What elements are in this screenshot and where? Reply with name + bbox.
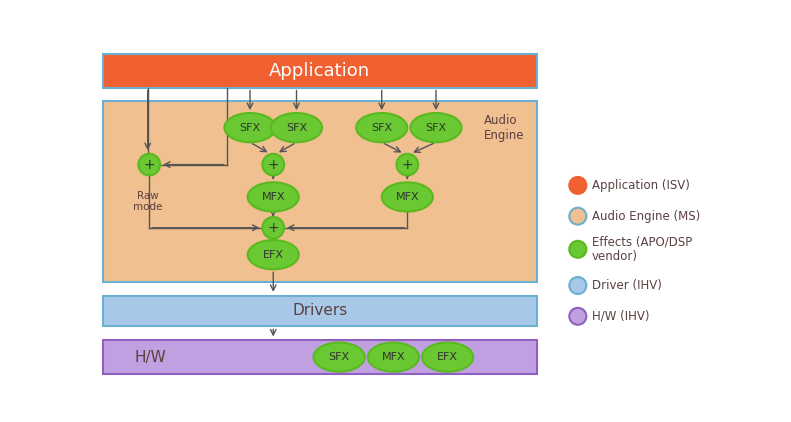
Ellipse shape bbox=[422, 343, 473, 372]
Ellipse shape bbox=[356, 113, 407, 142]
Ellipse shape bbox=[411, 113, 462, 142]
Ellipse shape bbox=[225, 113, 275, 142]
Text: Audio Engine (MS): Audio Engine (MS) bbox=[592, 210, 700, 223]
Text: +: + bbox=[267, 157, 279, 172]
Text: EFX: EFX bbox=[263, 250, 284, 260]
Circle shape bbox=[570, 277, 586, 294]
Circle shape bbox=[570, 241, 586, 258]
Circle shape bbox=[570, 177, 586, 194]
Bar bbox=[103, 101, 537, 281]
Text: SFX: SFX bbox=[286, 123, 307, 133]
Ellipse shape bbox=[382, 182, 433, 211]
Circle shape bbox=[570, 208, 586, 225]
Text: Application: Application bbox=[269, 62, 370, 80]
Text: SFX: SFX bbox=[371, 123, 392, 133]
Ellipse shape bbox=[248, 240, 299, 269]
Text: SFX: SFX bbox=[426, 123, 447, 133]
Bar bbox=[103, 340, 537, 374]
Circle shape bbox=[263, 154, 284, 176]
Text: +: + bbox=[267, 221, 279, 235]
Bar bbox=[103, 295, 537, 326]
Text: MFX: MFX bbox=[262, 192, 285, 202]
Text: Application (ISV): Application (ISV) bbox=[592, 179, 690, 192]
Circle shape bbox=[396, 154, 418, 176]
Text: SFX: SFX bbox=[240, 123, 260, 133]
Text: SFX: SFX bbox=[328, 352, 350, 362]
Circle shape bbox=[570, 308, 586, 325]
Text: Driver (IHV): Driver (IHV) bbox=[592, 279, 661, 292]
Ellipse shape bbox=[248, 182, 299, 211]
Text: EFX: EFX bbox=[437, 352, 458, 362]
Text: Drivers: Drivers bbox=[292, 303, 347, 319]
Text: MFX: MFX bbox=[396, 192, 419, 202]
Ellipse shape bbox=[271, 113, 322, 142]
Text: Audio
Engine: Audio Engine bbox=[484, 114, 524, 142]
Text: +: + bbox=[402, 157, 413, 172]
Text: MFX: MFX bbox=[381, 352, 405, 362]
Text: Effects (APO/DSP
vendor): Effects (APO/DSP vendor) bbox=[592, 235, 692, 263]
Ellipse shape bbox=[368, 343, 419, 372]
Text: +: + bbox=[143, 157, 155, 172]
Text: H/W: H/W bbox=[135, 349, 167, 365]
Circle shape bbox=[263, 217, 284, 238]
Ellipse shape bbox=[313, 343, 365, 372]
Circle shape bbox=[138, 154, 160, 176]
Bar bbox=[103, 54, 537, 88]
Text: H/W (IHV): H/W (IHV) bbox=[592, 310, 649, 323]
Text: Raw
mode: Raw mode bbox=[133, 191, 162, 212]
